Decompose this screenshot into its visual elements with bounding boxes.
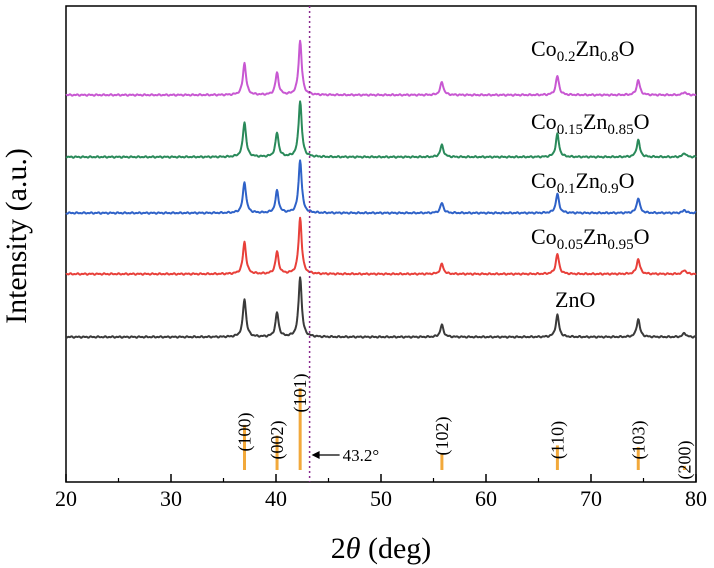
- series-label-text: Zn: [575, 36, 599, 61]
- series-label-subscript: 0.95: [607, 237, 633, 253]
- series-label-subscript: 0.9: [600, 181, 619, 197]
- series-line: [65, 216, 697, 276]
- series-label-text: O: [634, 224, 650, 249]
- series-label-text: Co: [531, 36, 557, 61]
- series-label-text: Co: [531, 224, 557, 249]
- series-label-subscript: 0.1: [557, 181, 576, 197]
- annotation-label: 43.2°: [343, 446, 380, 465]
- series-label-subscript: 0.15: [557, 122, 583, 138]
- reference-peak-label: (103): [628, 421, 649, 460]
- x-tick-label: 70: [580, 486, 602, 511]
- series-line: [65, 100, 697, 159]
- series-label-subscript: 0.85: [607, 122, 633, 138]
- series-label-text: Co: [531, 168, 557, 193]
- series-label: Co0.15Zn0.85O: [531, 109, 650, 138]
- x-axis-title-unit: (deg): [360, 532, 431, 565]
- series-label: ZnO: [555, 287, 595, 312]
- reference-peaks-layer: (100) (002)(101) (102) (110) (103) (200): [235, 374, 696, 480]
- reference-peak-label: (002): [267, 421, 288, 460]
- series-label-subscript: 0.2: [557, 49, 576, 65]
- series-label-subscript: 0.05: [557, 237, 583, 253]
- reference-peak-label: (102): [432, 417, 453, 456]
- x-axis-ticks: 20 30 40 50 60 70 80: [55, 474, 707, 511]
- annotation-arrowhead: [311, 451, 320, 459]
- series-label-text: Co: [531, 109, 557, 134]
- y-axis-title: Intensity (a.u.): [0, 148, 33, 324]
- series-labels: ZnOCo0.05Zn0.95OCo0.1Zn0.9OCo0.15Zn0.85O…: [531, 36, 650, 312]
- series-label-text: O: [619, 168, 635, 193]
- x-tick-label: 40: [265, 486, 287, 511]
- x-tick-label: 60: [475, 486, 497, 511]
- series-line: [65, 39, 697, 97]
- x-tick-label: 80: [685, 486, 707, 511]
- x-tick-label: 30: [160, 486, 182, 511]
- series-label-text: ZnO: [555, 287, 595, 312]
- reference-peak-label: (100): [235, 413, 256, 452]
- series-label-text: O: [619, 36, 635, 61]
- x-tick-label: 20: [55, 486, 77, 511]
- x-axis-title-theta: θ: [346, 532, 361, 565]
- series-label-text: Zn: [583, 109, 607, 134]
- series-label: Co0.1Zn0.9O: [531, 168, 635, 197]
- series-label-subscript: 0.8: [600, 49, 619, 65]
- reference-peak-label: (110): [547, 421, 568, 459]
- series-layer: [65, 39, 697, 339]
- x-tick-label: 50: [370, 486, 392, 511]
- series-line: [65, 276, 697, 339]
- x-axis-title-main: 2: [331, 532, 346, 565]
- annotation-layer: 43.2°: [308, 6, 380, 482]
- series-label-text: Zn: [583, 224, 607, 249]
- series-label-text: O: [634, 109, 650, 134]
- series-line: [65, 159, 697, 215]
- reference-peak-label: (101): [290, 374, 311, 413]
- x-axis-title: 2θ (deg): [331, 532, 432, 565]
- reference-peak-label: (200): [674, 441, 695, 480]
- series-label: Co0.2Zn0.8O: [531, 36, 635, 65]
- series-label: Co0.05Zn0.95O: [531, 224, 650, 253]
- series-label-text: Zn: [575, 168, 599, 193]
